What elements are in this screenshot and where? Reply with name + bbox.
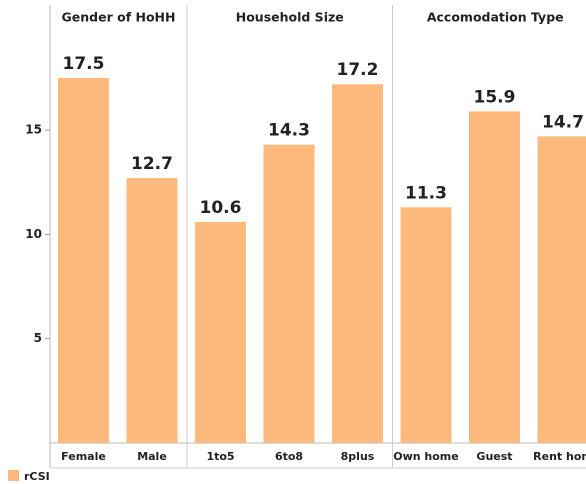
bar bbox=[400, 207, 452, 443]
x-tick-label: 1to5 bbox=[206, 450, 234, 463]
value-label: 15.9 bbox=[474, 87, 516, 107]
facet-header: Household Size bbox=[236, 10, 344, 25]
value-label: 14.3 bbox=[268, 121, 310, 141]
y-tick-label: 15 bbox=[25, 123, 42, 137]
bar bbox=[469, 111, 520, 444]
value-label: 10.6 bbox=[200, 198, 242, 218]
bar bbox=[58, 77, 109, 444]
x-tick-label: Own home bbox=[393, 450, 458, 463]
bar bbox=[332, 84, 383, 443]
x-tick-label: 6to8 bbox=[275, 450, 303, 463]
value-label: 17.5 bbox=[63, 54, 105, 74]
x-tick-label: Rent hom bbox=[533, 450, 586, 463]
y-tick-label: 5 bbox=[34, 331, 42, 345]
bar bbox=[126, 178, 178, 444]
x-tick-label: 8plus bbox=[341, 450, 375, 463]
y-tick-label: 10 bbox=[25, 227, 42, 241]
x-tick-label: Male bbox=[137, 450, 167, 463]
value-label: 14.7 bbox=[542, 112, 584, 132]
x-tick-label: Female bbox=[61, 450, 106, 463]
value-label: 11.3 bbox=[405, 183, 447, 203]
facet-header: Gender of HoHH bbox=[62, 10, 176, 25]
facet-header: Accomodation Type bbox=[427, 10, 564, 25]
value-label: 12.7 bbox=[131, 154, 173, 174]
bar bbox=[195, 221, 246, 443]
legend-label: rCSI bbox=[24, 470, 50, 483]
bar bbox=[537, 136, 586, 443]
legend-swatch bbox=[8, 470, 19, 481]
bar bbox=[263, 144, 315, 443]
x-tick-label: Guest bbox=[476, 450, 512, 463]
value-label: 17.2 bbox=[337, 60, 379, 80]
